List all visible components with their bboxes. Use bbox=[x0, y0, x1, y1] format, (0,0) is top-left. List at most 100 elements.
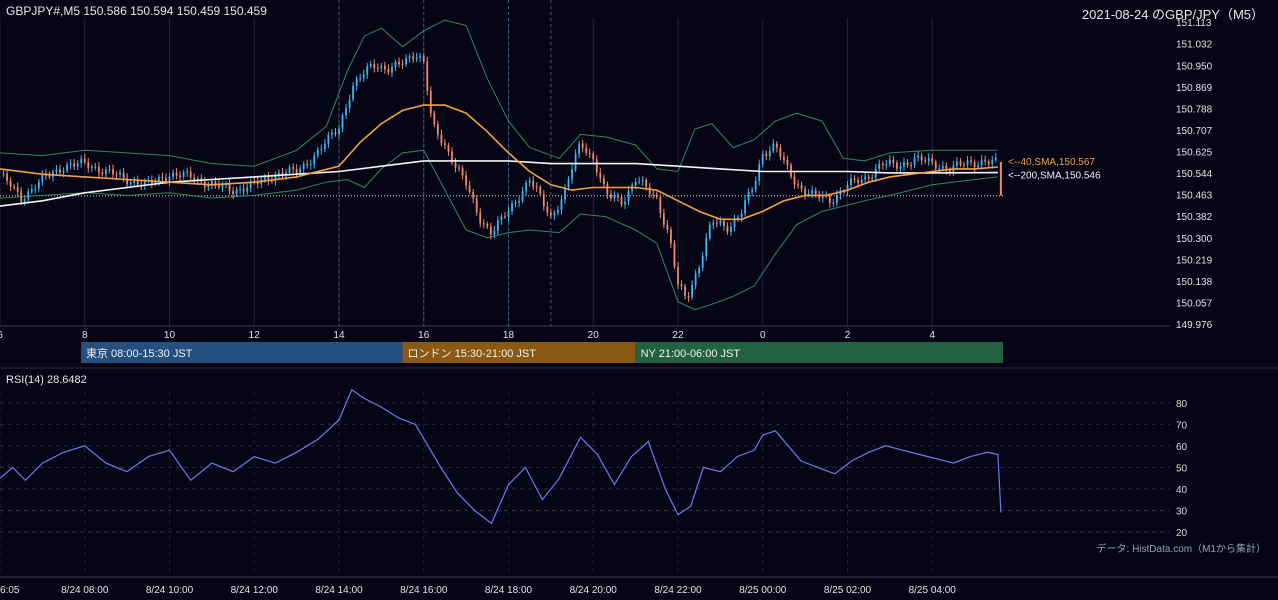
candle-body bbox=[133, 180, 136, 183]
candle-body bbox=[966, 160, 969, 165]
price-x-tick: 16 bbox=[418, 330, 430, 341]
candle-body bbox=[76, 163, 79, 167]
candle-body bbox=[405, 58, 407, 65]
candle-body bbox=[352, 85, 355, 100]
candle-body bbox=[934, 161, 937, 169]
candle-body bbox=[373, 63, 376, 68]
candle-body bbox=[249, 180, 252, 188]
candle-body bbox=[334, 132, 337, 135]
candle-body bbox=[129, 182, 132, 185]
candle-body bbox=[507, 211, 510, 217]
candle-body bbox=[853, 178, 856, 180]
candle-body bbox=[302, 163, 305, 169]
candle-body bbox=[80, 158, 83, 164]
candle-body bbox=[956, 161, 958, 166]
candle-body bbox=[482, 223, 485, 225]
candle-body bbox=[493, 230, 496, 235]
price-y-tick: 150.057 bbox=[1176, 298, 1213, 309]
sma40-label: <--40,SMA,150.567 bbox=[1008, 157, 1095, 168]
candle-body bbox=[881, 163, 884, 166]
candle-body bbox=[906, 162, 909, 165]
session-label: 東京 08:00-15:30 JST bbox=[86, 346, 193, 360]
candle-body bbox=[458, 167, 460, 169]
price-y-tick: 150.707 bbox=[1176, 126, 1213, 137]
candle-body bbox=[793, 176, 796, 185]
candle-body bbox=[105, 169, 107, 175]
candle-body bbox=[83, 158, 86, 163]
candle-body bbox=[331, 132, 333, 135]
candle-body bbox=[327, 134, 330, 144]
price-y-tick: 150.300 bbox=[1176, 234, 1213, 245]
candle-body bbox=[295, 168, 298, 174]
candle-body bbox=[408, 56, 411, 59]
candle-body bbox=[94, 166, 97, 168]
candle-body bbox=[606, 184, 609, 195]
candle-body bbox=[316, 150, 319, 156]
candle-body bbox=[278, 172, 280, 175]
candle-body bbox=[225, 184, 227, 186]
rsi-y-tick: 70 bbox=[1176, 420, 1188, 431]
candle-body bbox=[292, 167, 294, 169]
candle-body bbox=[182, 172, 185, 177]
candle-body bbox=[645, 180, 648, 188]
sma200-label: <--200,SMA,150.546 bbox=[1008, 171, 1101, 182]
candle-body bbox=[320, 149, 323, 151]
candle-body bbox=[896, 162, 898, 169]
candle-body bbox=[461, 168, 464, 176]
candle-body bbox=[465, 175, 468, 186]
rsi-x-tick: 8/24 22:00 bbox=[654, 585, 702, 596]
candle-body bbox=[542, 194, 545, 207]
price-y-tick: 151.032 bbox=[1176, 40, 1213, 51]
candle-body bbox=[775, 143, 778, 148]
price-x-tick: 14 bbox=[333, 330, 345, 341]
candle-body bbox=[885, 163, 888, 166]
candle-body bbox=[172, 172, 174, 177]
candle-body bbox=[994, 157, 997, 160]
candle-body bbox=[987, 161, 990, 165]
price-y-tick: 149.976 bbox=[1176, 320, 1213, 331]
candle-body bbox=[560, 199, 563, 211]
candle-body bbox=[422, 56, 425, 62]
candle-body bbox=[518, 200, 520, 203]
rsi-x-tick: 8/24 08:00 bbox=[61, 585, 109, 596]
candle-body bbox=[175, 172, 178, 176]
candle-body bbox=[567, 179, 570, 188]
candle-body bbox=[232, 191, 234, 195]
candle-body bbox=[214, 181, 217, 185]
rsi-x-tick: 8/24 16:00 bbox=[400, 585, 448, 596]
session-label: ロンドン 15:30-21:00 JST bbox=[408, 348, 537, 360]
candle-body bbox=[73, 163, 76, 167]
candle-body bbox=[984, 159, 987, 162]
candle-body bbox=[991, 159, 994, 165]
candle-body bbox=[401, 64, 404, 66]
price-y-tick: 150.950 bbox=[1176, 61, 1213, 72]
candle-body bbox=[733, 218, 736, 227]
candle-body bbox=[323, 143, 326, 150]
candle-body bbox=[380, 65, 383, 69]
candle-body bbox=[821, 195, 824, 198]
price-x-tick: 20 bbox=[588, 330, 600, 341]
candle-body bbox=[235, 189, 238, 195]
candle-body bbox=[511, 203, 513, 212]
rsi-x-tick: 8/24 20:00 bbox=[570, 585, 618, 596]
candle-body bbox=[2, 173, 5, 175]
candle-body bbox=[747, 191, 750, 201]
candle-body bbox=[115, 174, 118, 176]
rsi-y-tick: 30 bbox=[1176, 506, 1188, 517]
candle-body bbox=[927, 158, 930, 162]
candle-body bbox=[41, 174, 44, 182]
candle-body bbox=[814, 190, 817, 195]
candle-body bbox=[691, 285, 694, 298]
candle-body bbox=[62, 170, 65, 173]
candle-body bbox=[433, 113, 436, 125]
price-x-tick: 22 bbox=[672, 330, 684, 341]
candle-body bbox=[366, 66, 369, 75]
rsi-y-tick: 40 bbox=[1176, 485, 1188, 496]
candle-body bbox=[475, 198, 478, 213]
candle-body bbox=[6, 173, 8, 181]
candle-body bbox=[670, 229, 672, 244]
candle-body bbox=[228, 184, 231, 192]
candle-body bbox=[415, 57, 418, 59]
session-bar bbox=[81, 342, 403, 363]
